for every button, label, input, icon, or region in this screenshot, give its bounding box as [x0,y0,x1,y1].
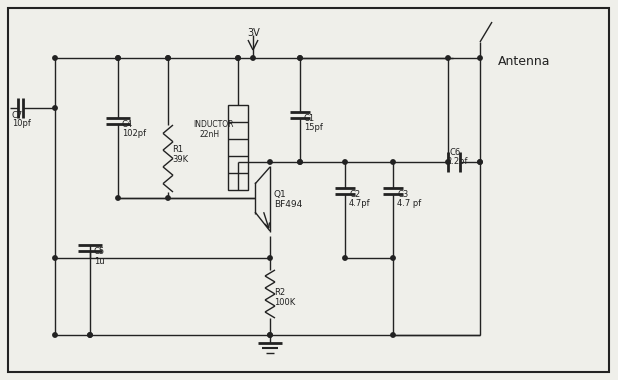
Circle shape [478,160,482,164]
Circle shape [343,160,347,164]
Circle shape [268,160,272,164]
Circle shape [446,160,450,164]
Circle shape [478,160,482,164]
Circle shape [343,256,347,260]
Circle shape [53,106,57,110]
Circle shape [478,56,482,60]
Text: 22nH: 22nH [200,130,220,139]
Text: C2: C2 [349,190,360,199]
Text: Antenna: Antenna [498,55,551,68]
Circle shape [166,56,170,60]
Text: 39K: 39K [172,155,188,164]
Text: 100K: 100K [274,298,295,307]
Text: 1u: 1u [94,257,104,266]
Text: 3V: 3V [247,28,260,38]
Text: C7: C7 [12,111,23,120]
Circle shape [116,56,120,60]
Circle shape [166,56,170,60]
Circle shape [298,56,302,60]
Text: 102pf: 102pf [122,129,146,138]
Text: 4.7 pf: 4.7 pf [397,199,421,208]
Text: 10pf: 10pf [12,119,31,128]
Circle shape [251,56,255,60]
Circle shape [446,56,450,60]
Text: C4: C4 [122,120,133,129]
Text: C6: C6 [450,148,461,157]
Circle shape [53,333,57,337]
Circle shape [298,160,302,164]
Circle shape [391,256,395,260]
Text: 4.7pf: 4.7pf [349,199,371,208]
Circle shape [116,196,120,200]
Circle shape [268,333,272,337]
Circle shape [391,333,395,337]
Text: R1: R1 [172,145,183,154]
Circle shape [268,333,272,337]
Text: INDUCTOR: INDUCTOR [193,120,234,129]
Circle shape [236,56,240,60]
Text: 2.2pf: 2.2pf [446,157,467,166]
Text: 15pf: 15pf [304,123,323,132]
Circle shape [88,333,92,337]
Circle shape [166,196,170,200]
Circle shape [298,160,302,164]
Text: BF494: BF494 [274,200,302,209]
Circle shape [53,256,57,260]
Text: C3: C3 [397,190,408,199]
Circle shape [88,333,92,337]
Text: R2: R2 [274,288,285,297]
Circle shape [298,56,302,60]
Circle shape [53,56,57,60]
Text: C5: C5 [94,247,105,256]
Circle shape [236,56,240,60]
Text: C1: C1 [304,114,315,123]
Text: Q1: Q1 [274,190,287,199]
Bar [228,105,248,190]
Circle shape [391,160,395,164]
Circle shape [268,256,272,260]
Circle shape [116,56,120,60]
